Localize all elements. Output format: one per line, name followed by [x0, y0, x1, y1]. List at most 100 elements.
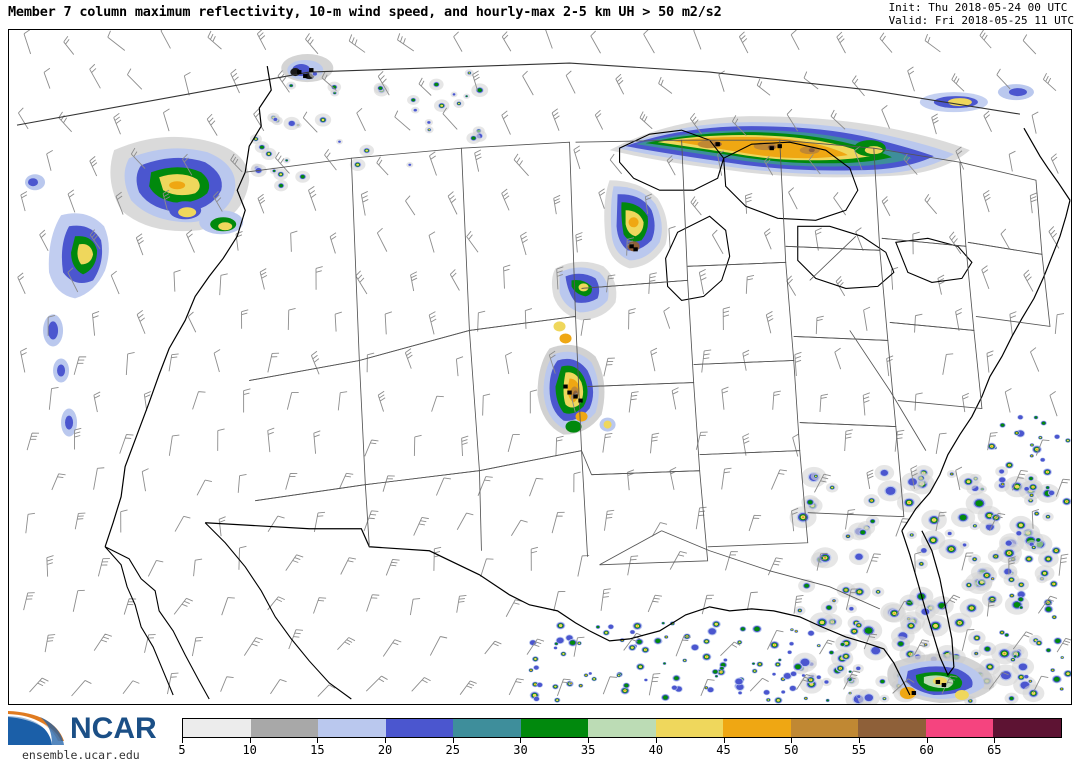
- uh-marker: [911, 690, 917, 695]
- wind-barb: [46, 149, 53, 171]
- reflectivity-cell: [1036, 538, 1041, 542]
- wind-barb: [718, 70, 725, 92]
- wind-barb: [287, 307, 296, 330]
- reflectivity-cell: [791, 628, 793, 631]
- wind-barb: [698, 268, 707, 295]
- wind-barb: [935, 432, 947, 455]
- reflectivity-cell: [1046, 648, 1051, 652]
- wind-barb: [435, 477, 451, 496]
- colorbar-tick-label: 30: [513, 743, 528, 757]
- reflectivity-cell: [1028, 558, 1030, 560]
- reflectivity-cell: [300, 175, 305, 179]
- colorbar[interactable]: 5 10 15 20 25 30 35 40 45 50 55 60 65: [178, 718, 1062, 762]
- reflectivity-cell: [556, 637, 564, 644]
- uh-marker: [567, 390, 572, 395]
- wind-barb: [337, 637, 356, 651]
- reflectivity-cell: [831, 486, 834, 489]
- wind-barb: [183, 71, 191, 96]
- wind-barb: [360, 191, 369, 216]
- reflectivity-cell: [870, 519, 875, 523]
- wind-barb: [819, 639, 835, 655]
- reflectivity-cell: [624, 683, 629, 688]
- valid-time-stamp: Init: Thu 2018-05-24 00 UTC Valid: Fri 2…: [889, 1, 1074, 27]
- wind-barb: [711, 229, 724, 255]
- reflectivity-cell: [973, 558, 976, 560]
- wind-barb: [376, 156, 389, 176]
- reflectivity-cell: [824, 680, 829, 684]
- wind-barb: [955, 308, 963, 331]
- reflectivity-cell: [530, 669, 532, 671]
- wind-barb: [879, 32, 893, 53]
- reflectivity-cell: [1019, 606, 1023, 609]
- reflectivity-cell: [1046, 486, 1050, 489]
- reflectivity-cell: [950, 473, 953, 475]
- wind-barb: [317, 684, 336, 697]
- wind-barb: [765, 311, 774, 334]
- wind-barb: [814, 473, 831, 493]
- reflectivity-cell: [735, 678, 743, 685]
- wind-barb: [647, 594, 662, 613]
- wind-barb: [745, 275, 755, 294]
- wind-barb: [394, 110, 411, 131]
- wind-barbs: [17, 30, 1071, 697]
- uh-marker: [297, 70, 302, 75]
- wind-barb: [881, 196, 891, 217]
- reflectivity-cell: [782, 678, 784, 680]
- reflectivity-cell: [267, 152, 271, 155]
- reflectivity-cell: [273, 117, 278, 122]
- wind-barb: [418, 77, 432, 96]
- wind-barb: [321, 71, 337, 91]
- wind-barb: [955, 146, 965, 170]
- wind-barb: [577, 555, 590, 577]
- wind-barb: [794, 351, 802, 377]
- wind-barb: [573, 471, 581, 493]
- wind-barb: [305, 33, 319, 55]
- wind-barb: [313, 597, 327, 614]
- wind-barb: [1032, 675, 1049, 693]
- colorbar-tick-label: 45: [716, 743, 731, 757]
- wind-barb: [162, 189, 171, 211]
- colorbar-tick: [317, 738, 319, 743]
- ncar-logo[interactable]: NCAR ensemble.ucar.edu: [4, 711, 174, 763]
- reflectivity-cell: [608, 624, 614, 629]
- wind-barb: [256, 30, 267, 51]
- map-panel[interactable]: [8, 29, 1072, 705]
- wind-barb: [404, 348, 413, 369]
- reflectivity-cell: [356, 163, 360, 166]
- reflectivity-cell: [736, 683, 744, 690]
- reflectivity-cell: [787, 650, 792, 654]
- colorbar-segment: [655, 719, 724, 737]
- colorbar-segment: [858, 719, 926, 737]
- reflectivity-cell: [885, 486, 896, 495]
- wind-barb: [627, 469, 635, 491]
- valid-time-label: Valid: Fri 2018-05-25 11 UTC: [888, 14, 1074, 27]
- weather-map[interactable]: [9, 30, 1071, 704]
- wind-barb: [267, 352, 280, 373]
- reflectivity-cell: [962, 543, 967, 547]
- wind-barb: [914, 551, 922, 572]
- wind-barb: [675, 635, 691, 657]
- wind-barb: [160, 30, 171, 49]
- reflectivity-cell: [809, 679, 812, 681]
- reflectivity-cell: [801, 674, 805, 677]
- reflectivity-cell: [974, 525, 976, 527]
- reflectivity-cell: [829, 651, 834, 654]
- wind-barb: [447, 191, 458, 215]
- reflectivity-cell: [999, 477, 1006, 483]
- wind-barb: [989, 512, 1006, 532]
- reflectivity-cell: [910, 534, 913, 536]
- wind-barb: [663, 306, 671, 329]
- wind-barb: [382, 475, 395, 492]
- reflectivity-cell: [1031, 691, 1036, 695]
- reflectivity-cell: [714, 622, 718, 626]
- reflectivity-cell: [671, 685, 677, 690]
- reflectivity-cell: [1061, 656, 1063, 659]
- reflectivity-cell: [908, 478, 917, 486]
- wind-barb: [125, 352, 135, 376]
- reflectivity-cell: [378, 86, 383, 90]
- reflectivity-cell: [1053, 676, 1060, 682]
- colorbar-segment: [250, 719, 319, 737]
- reflectivity-cell: [1041, 421, 1046, 425]
- reflectivity-cell: [1017, 591, 1025, 598]
- reflectivity-cell: [819, 620, 825, 625]
